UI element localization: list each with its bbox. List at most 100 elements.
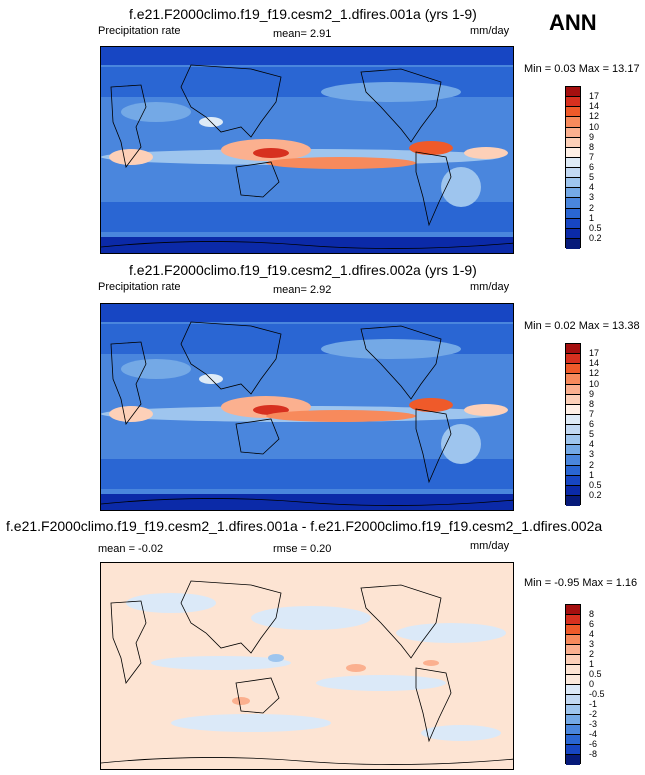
legend-label: -4 bbox=[589, 729, 598, 739]
panel-3-rmse: rmse = 0.20 bbox=[273, 543, 332, 555]
legend-swatch bbox=[566, 178, 580, 189]
legend-label: 7 bbox=[589, 408, 595, 419]
legend-swatch bbox=[566, 485, 580, 496]
legend-label: 4 bbox=[589, 439, 595, 450]
panel-1-variable: Precipitation rate bbox=[98, 25, 181, 37]
legend-label: 9 bbox=[589, 388, 595, 399]
legend-label: 3 bbox=[589, 192, 595, 203]
legend-swatch bbox=[566, 117, 580, 128]
legend-swatch bbox=[566, 625, 580, 635]
legend-swatch bbox=[566, 354, 580, 365]
legend-label: 2 bbox=[589, 649, 595, 659]
legend-label: 12 bbox=[589, 111, 600, 122]
legend-swatch bbox=[566, 188, 580, 199]
panel-2-title: f.e21.F2000climo.f19_f19.cesm2_1.dfires.… bbox=[129, 262, 477, 278]
legend-label: 0 bbox=[589, 679, 595, 689]
legend-label: -2 bbox=[589, 709, 598, 719]
legend-label: 0.5 bbox=[589, 479, 602, 490]
legend-swatch bbox=[566, 675, 580, 685]
legend-swatch bbox=[566, 218, 580, 229]
panel-2-legend-bar bbox=[565, 343, 581, 506]
legend-label: -8 bbox=[589, 749, 598, 759]
panel-1-map bbox=[100, 46, 514, 254]
legend-swatch bbox=[566, 208, 580, 219]
legend-label: -6 bbox=[589, 739, 598, 749]
legend-swatch bbox=[566, 238, 580, 249]
legend-label: 0.5 bbox=[589, 222, 602, 233]
legend-label: 17 bbox=[589, 348, 600, 359]
legend-swatch bbox=[566, 198, 580, 209]
panel-1-title: f.e21.F2000climo.f19_f19.cesm2_1.dfires.… bbox=[129, 6, 477, 22]
legend-label: 5 bbox=[589, 429, 595, 440]
panel-1-map-svg bbox=[101, 47, 513, 253]
legend-swatch bbox=[566, 384, 580, 395]
legend-label: 5 bbox=[589, 172, 595, 183]
legend-swatch bbox=[566, 228, 580, 239]
panel-2-variable: Precipitation rate bbox=[98, 281, 181, 293]
legend-swatch bbox=[566, 635, 580, 645]
legend-swatch bbox=[566, 605, 580, 615]
legend-swatch bbox=[566, 435, 580, 446]
legend-swatch bbox=[566, 665, 580, 675]
legend-swatch bbox=[566, 414, 580, 425]
legend-swatch bbox=[566, 404, 580, 415]
legend-label: 17 bbox=[589, 91, 600, 102]
legend-label: 14 bbox=[589, 358, 600, 369]
legend-swatch bbox=[566, 455, 580, 466]
legend-label: 0.2 bbox=[589, 489, 602, 500]
legend-label: 6 bbox=[589, 162, 595, 172]
panel-3-mean: mean = -0.02 bbox=[98, 543, 164, 555]
legend-label: -3 bbox=[589, 719, 598, 729]
panel-1-mean: mean= 2.91 bbox=[273, 28, 332, 40]
legend-swatch bbox=[566, 87, 580, 98]
panel-2-map bbox=[100, 303, 514, 511]
legend-swatch bbox=[566, 465, 580, 476]
panel-2-mean: mean= 2.92 bbox=[273, 284, 332, 296]
legend-label: 6 bbox=[589, 619, 595, 629]
panel-2-minmax: Min = 0.02 Max = 13.38 bbox=[524, 320, 640, 332]
panel-1-legend-bar bbox=[565, 86, 581, 249]
legend-label: 4 bbox=[589, 629, 595, 639]
legend-swatch bbox=[566, 745, 580, 755]
legend-swatch bbox=[566, 655, 580, 665]
legend-swatch bbox=[566, 344, 580, 355]
legend-label: 12 bbox=[589, 368, 600, 379]
legend-swatch bbox=[566, 394, 580, 405]
legend-swatch bbox=[566, 475, 580, 486]
panel-2-map-svg bbox=[101, 304, 513, 510]
legend-label: -0.5 bbox=[589, 689, 605, 699]
legend-label: 8 bbox=[589, 609, 595, 619]
legend-swatch bbox=[566, 645, 580, 655]
panel-3-legend-bar bbox=[565, 604, 581, 765]
legend-label: 2 bbox=[589, 459, 595, 470]
legend-label: 3 bbox=[589, 449, 595, 460]
legend-swatch bbox=[566, 615, 580, 625]
panel-2-units: mm/day bbox=[470, 281, 510, 293]
legend-swatch bbox=[566, 157, 580, 168]
panel-1-units: mm/day bbox=[470, 25, 510, 37]
legend-label: 2 bbox=[589, 202, 595, 213]
legend-label: 0.2 bbox=[589, 232, 602, 243]
legend-swatch bbox=[566, 364, 580, 375]
panel-3-map-svg bbox=[101, 563, 513, 769]
panel-3-units: mm/day bbox=[470, 540, 510, 552]
legend-label: 10 bbox=[589, 121, 600, 132]
legend-label: 6 bbox=[589, 419, 595, 429]
legend-label: 8 bbox=[589, 141, 595, 152]
legend-swatch bbox=[566, 755, 580, 765]
legend-label: 1 bbox=[589, 469, 595, 480]
legend-swatch bbox=[566, 127, 580, 138]
legend-label: 14 bbox=[589, 101, 600, 112]
legend-label: 3 bbox=[589, 639, 595, 649]
legend-swatch bbox=[566, 715, 580, 725]
legend-swatch bbox=[566, 495, 580, 506]
legend-swatch bbox=[566, 735, 580, 745]
legend-swatch bbox=[566, 137, 580, 148]
legend-label: -1 bbox=[589, 699, 598, 709]
legend-swatch bbox=[566, 147, 580, 158]
legend-label: 8 bbox=[589, 398, 595, 409]
legend-swatch bbox=[566, 107, 580, 118]
legend-label: 4 bbox=[589, 182, 595, 193]
legend-swatch bbox=[566, 695, 580, 705]
panel-1-minmax: Min = 0.03 Max = 13.17 bbox=[524, 63, 640, 75]
